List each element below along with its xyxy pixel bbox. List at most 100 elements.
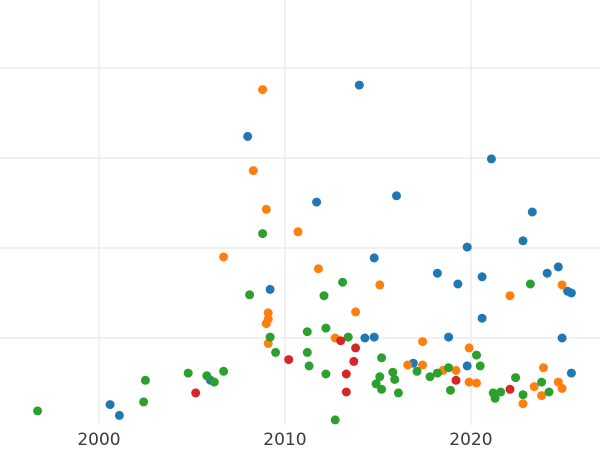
- data-point-green: [544, 387, 554, 397]
- data-point-blue: [462, 361, 472, 371]
- data-point-blue: [542, 268, 552, 278]
- data-point-orange: [464, 377, 474, 387]
- data-point-blue: [444, 332, 454, 342]
- data-point-red: [191, 388, 201, 398]
- data-point-orange: [539, 363, 548, 373]
- data-point-green: [209, 377, 219, 387]
- data-point-green: [302, 347, 312, 357]
- x-tick-label: 2020: [449, 430, 492, 450]
- data-point-blue: [477, 313, 487, 323]
- data-point-green: [139, 397, 149, 407]
- data-point-green: [425, 372, 435, 382]
- data-point-orange: [403, 360, 413, 370]
- data-point-orange: [313, 264, 323, 274]
- data-point-red: [284, 355, 294, 365]
- data-point-green: [245, 290, 255, 300]
- data-point-green: [321, 323, 331, 333]
- data-point-green: [446, 385, 455, 395]
- data-point-green: [518, 390, 528, 400]
- data-point-orange: [418, 337, 428, 347]
- data-point-green: [183, 368, 193, 378]
- data-point-blue: [566, 288, 576, 298]
- data-point-orange: [451, 365, 461, 375]
- x-tick-label: 2010: [263, 430, 306, 450]
- data-point-green: [140, 375, 150, 385]
- data-point-green: [377, 384, 387, 394]
- data-point-green: [343, 332, 353, 342]
- data-point-orange: [418, 360, 428, 370]
- data-point-blue: [392, 191, 401, 201]
- data-point-green: [390, 374, 400, 384]
- data-point-green: [412, 366, 422, 376]
- data-point-orange: [505, 291, 515, 301]
- data-point-orange: [557, 280, 567, 290]
- data-point-blue: [527, 207, 537, 217]
- data-point-green: [511, 373, 521, 383]
- data-point-blue: [354, 80, 364, 90]
- data-point-green: [444, 363, 454, 373]
- data-point-orange: [293, 227, 303, 237]
- data-point-blue: [453, 279, 463, 289]
- data-point-orange: [261, 204, 271, 214]
- data-point-green: [490, 393, 500, 403]
- data-point-green: [321, 369, 331, 379]
- data-point-green: [271, 347, 281, 357]
- data-point-green: [265, 332, 275, 342]
- data-point-blue: [557, 333, 567, 343]
- data-point-green: [338, 277, 348, 287]
- data-point-green: [304, 361, 314, 371]
- data-point-green: [219, 366, 229, 376]
- data-point-red: [505, 384, 515, 394]
- data-point-blue: [114, 410, 124, 420]
- data-point-blue: [486, 154, 496, 164]
- data-point-blue: [369, 332, 379, 342]
- data-point-blue: [265, 284, 275, 294]
- data-point-orange: [537, 391, 547, 401]
- data-point-orange: [518, 399, 528, 409]
- data-point-red: [341, 369, 351, 379]
- data-point-blue: [312, 197, 322, 207]
- data-point-green: [525, 279, 535, 289]
- data-point-green: [33, 406, 43, 416]
- data-point-green: [388, 367, 398, 377]
- data-point-green: [302, 327, 312, 337]
- data-point-green: [472, 350, 481, 360]
- data-point-orange: [472, 378, 481, 388]
- data-point-green: [202, 371, 212, 381]
- data-point-blue: [432, 268, 442, 278]
- data-point-red: [349, 356, 359, 366]
- data-point-green: [371, 379, 381, 389]
- data-point-blue: [566, 368, 576, 378]
- data-point-orange: [351, 307, 361, 317]
- data-point-blue: [243, 131, 253, 141]
- data-point-blue: [477, 272, 487, 282]
- data-point-green: [393, 388, 403, 398]
- data-point-orange: [258, 85, 268, 95]
- data-point-blue: [360, 333, 370, 343]
- data-point-red: [341, 387, 351, 397]
- data-point-blue: [105, 400, 115, 410]
- data-point-green: [330, 415, 340, 425]
- data-point-green: [319, 291, 329, 301]
- data-point-green: [432, 368, 442, 378]
- data-point-orange: [529, 382, 539, 392]
- data-point-red: [451, 375, 461, 385]
- data-point-orange: [261, 319, 271, 329]
- data-point-green: [375, 372, 385, 382]
- data-point-green: [537, 377, 547, 387]
- data-point-blue: [518, 236, 528, 246]
- data-point-blue: [369, 253, 379, 263]
- data-point-green: [258, 229, 268, 239]
- data-point-red: [336, 336, 346, 346]
- x-tick-label: 2000: [77, 430, 120, 450]
- data-point-orange: [219, 252, 229, 262]
- data-point-green: [377, 353, 387, 363]
- data-point-orange: [375, 280, 385, 290]
- data-point-green: [475, 361, 485, 371]
- data-point-blue: [553, 262, 563, 272]
- data-point-blue: [462, 242, 472, 252]
- data-point-orange: [263, 308, 273, 318]
- data-point-orange: [464, 343, 474, 353]
